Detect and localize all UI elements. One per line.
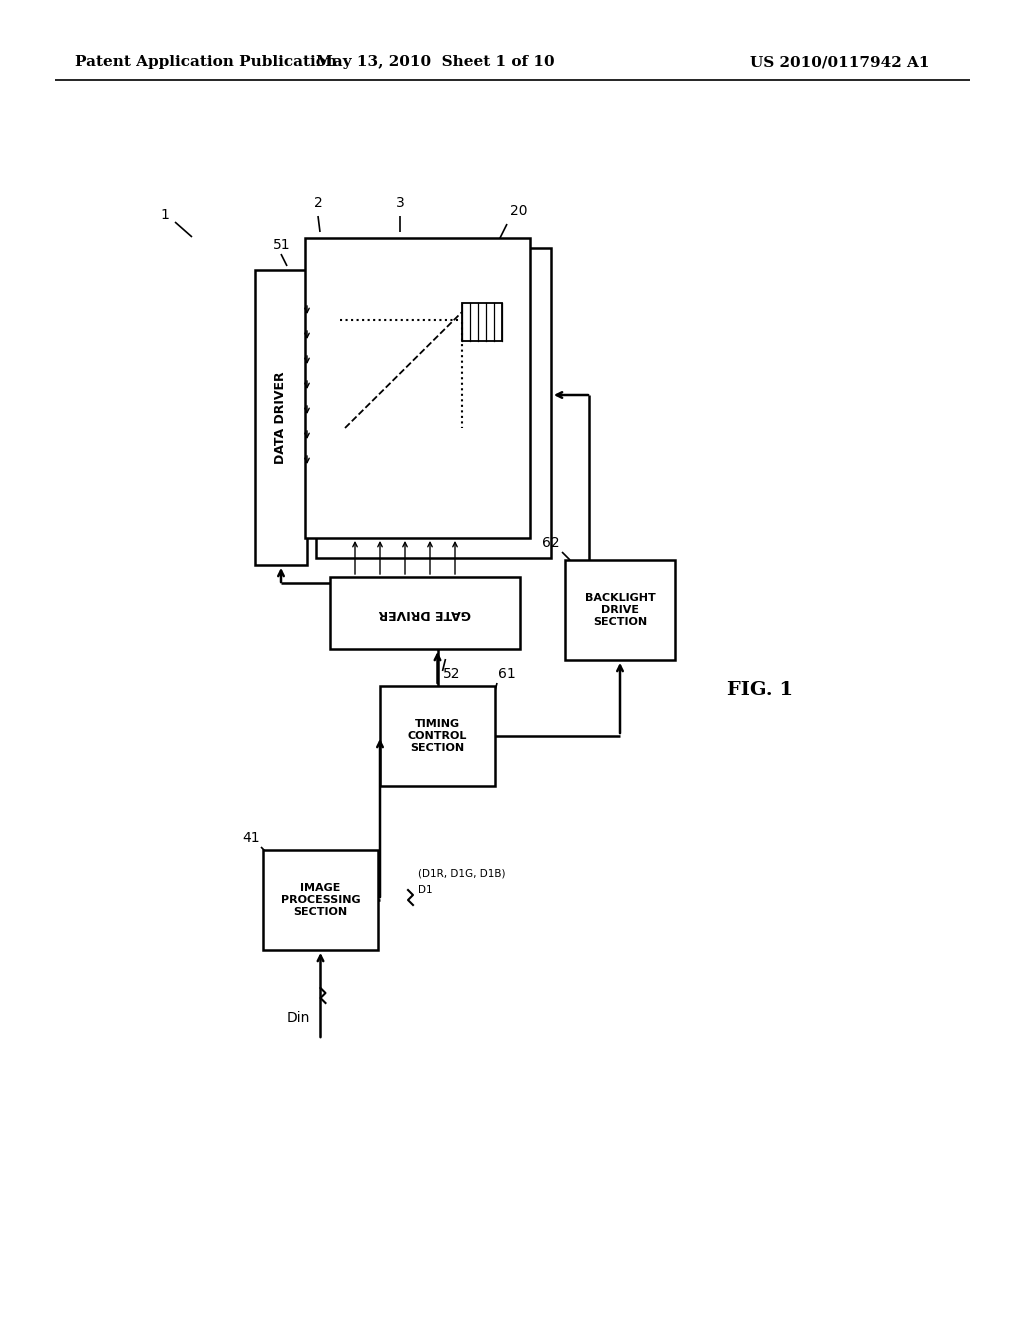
Text: 1: 1 (161, 209, 169, 222)
Text: 20: 20 (510, 205, 527, 218)
Text: 3: 3 (395, 195, 404, 210)
Text: 52: 52 (442, 667, 460, 681)
Bar (263, 850, 378, 950)
Bar (462, 304, 502, 341)
Bar (255, 271, 307, 565)
Text: GATE DRIVER: GATE DRIVER (379, 606, 471, 619)
Text: 2: 2 (313, 195, 323, 210)
Text: FIG. 1: FIG. 1 (727, 681, 793, 700)
Text: DATA DRIVER: DATA DRIVER (274, 371, 288, 463)
Text: 41: 41 (243, 832, 260, 845)
Bar (565, 560, 675, 660)
Bar (316, 248, 551, 558)
Bar (330, 577, 520, 649)
Text: TIMING
CONTROL
SECTION: TIMING CONTROL SECTION (408, 719, 467, 752)
Text: BACKLIGHT
DRIVE
SECTION: BACKLIGHT DRIVE SECTION (585, 594, 655, 627)
Text: D1: D1 (418, 884, 432, 895)
Bar (380, 686, 495, 785)
Text: (D1R, D1G, D1B): (D1R, D1G, D1B) (418, 869, 506, 878)
Text: 62: 62 (543, 536, 560, 550)
Text: Din: Din (287, 1011, 310, 1026)
Text: 61: 61 (498, 667, 516, 681)
Text: Patent Application Publication: Patent Application Publication (75, 55, 337, 69)
Text: US 2010/0117942 A1: US 2010/0117942 A1 (750, 55, 930, 69)
Bar (305, 238, 530, 539)
Text: 51: 51 (273, 238, 291, 252)
Text: May 13, 2010  Sheet 1 of 10: May 13, 2010 Sheet 1 of 10 (315, 55, 554, 69)
Text: IMAGE
PROCESSING
SECTION: IMAGE PROCESSING SECTION (281, 883, 360, 916)
